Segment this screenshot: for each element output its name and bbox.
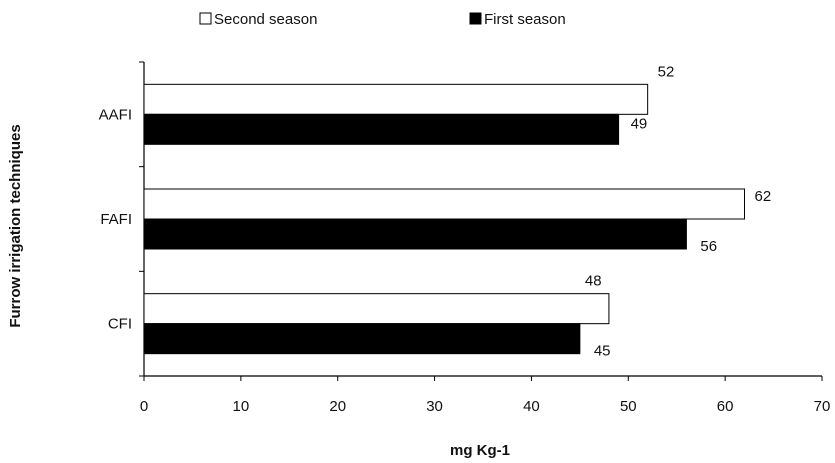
x-tick-label: 20 (329, 398, 346, 415)
y-axis-title: Furrow irrigation techniques (7, 124, 24, 327)
data-label: 49 (631, 115, 648, 132)
bar-first-season (144, 324, 580, 354)
bar-second-season (144, 294, 609, 324)
legend-item: Second season (200, 11, 317, 28)
bar-second-season (144, 189, 745, 219)
x-tick-label: 70 (814, 398, 831, 415)
y-category-label: CFI (108, 316, 132, 333)
data-label: 56 (700, 238, 717, 255)
data-label: 62 (755, 188, 772, 205)
bar-second-season (144, 84, 648, 114)
x-tick-label: 40 (523, 398, 540, 415)
y-category-label: FAFI (100, 211, 132, 228)
bar-first-season (144, 114, 619, 144)
legend-label: First season (484, 11, 566, 28)
y-category-label: AAFI (99, 106, 132, 123)
data-label: 48 (585, 273, 602, 290)
x-tick-label: 0 (140, 398, 148, 415)
x-tick-label: 50 (620, 398, 637, 415)
legend-label: Second season (214, 11, 317, 28)
x-tick-label: 60 (717, 398, 734, 415)
legend: Second season First season (200, 11, 566, 28)
legend-swatch (200, 13, 211, 24)
x-axis-title: mg Kg-1 (450, 442, 510, 459)
data-label: 52 (658, 63, 675, 80)
legend-item: First season (470, 11, 566, 28)
x-tick-label: 30 (426, 398, 443, 415)
data-label: 45 (594, 343, 611, 360)
bars (144, 84, 745, 353)
x-tick-label: 10 (233, 398, 250, 415)
legend-swatch (470, 13, 481, 24)
bar-first-season (144, 219, 686, 249)
